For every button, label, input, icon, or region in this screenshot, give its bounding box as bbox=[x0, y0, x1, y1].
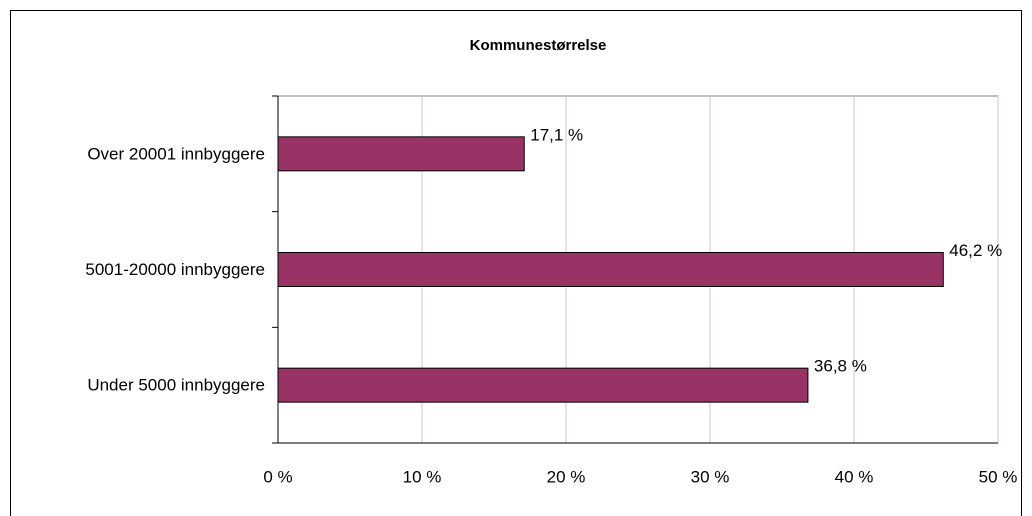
data-label: 46,2 % bbox=[949, 241, 1002, 260]
y-tick-label: Over 20001 innbyggere bbox=[87, 144, 265, 163]
x-tick-label: 10 % bbox=[403, 467, 442, 486]
chart-title: Kommunestørrelse bbox=[470, 37, 607, 54]
x-tick-label: 40 % bbox=[835, 467, 874, 486]
x-tick-label: 0 % bbox=[263, 467, 292, 486]
x-tick-label: 30 % bbox=[691, 467, 730, 486]
x-tick-label: 20 % bbox=[547, 467, 586, 486]
bar bbox=[277, 367, 809, 403]
bar bbox=[277, 252, 944, 287]
bar bbox=[277, 136, 525, 172]
x-tick-label: 50 % bbox=[979, 467, 1018, 486]
y-tick-label: 5001-20000 innbyggere bbox=[85, 260, 265, 279]
y-tick-label: Under 5000 innbyggere bbox=[87, 376, 265, 395]
data-label: 36,8 % bbox=[814, 357, 867, 376]
data-label: 17,1 % bbox=[530, 125, 583, 144]
